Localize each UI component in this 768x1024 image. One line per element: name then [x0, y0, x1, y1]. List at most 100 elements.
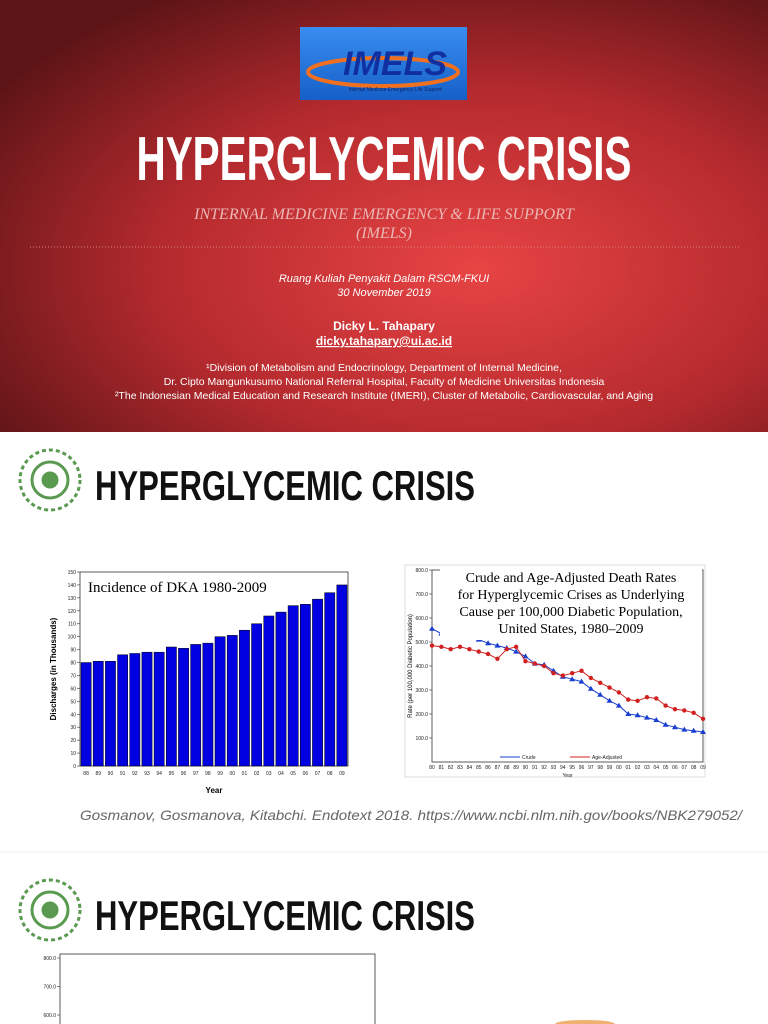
- marker: [495, 656, 500, 661]
- marker: [634, 712, 641, 718]
- x-tick-label: 84: [467, 765, 473, 771]
- marker: [476, 649, 481, 654]
- x-tick-label: 99: [607, 765, 613, 771]
- bar: [165, 646, 177, 767]
- marker: [579, 668, 584, 673]
- marker: [616, 690, 622, 695]
- bar: [214, 636, 226, 767]
- marker: [560, 673, 566, 678]
- marker: [625, 711, 632, 716]
- title-box: [84, 576, 274, 596]
- y-tick-label: 700.0: [43, 985, 56, 991]
- x-tick-label: 06: [303, 771, 309, 777]
- x-tick-label: 91: [532, 765, 538, 771]
- bar: [275, 611, 287, 767]
- y-tick-label: 100: [68, 635, 77, 641]
- bar: [287, 605, 299, 767]
- chart-title: United States, 1980–2009: [498, 622, 643, 637]
- bar: [190, 644, 202, 767]
- marker: [672, 707, 678, 712]
- author: Dicky L. Tahapary: [333, 319, 435, 333]
- x-tick-label: 98: [205, 771, 211, 777]
- bar: [226, 635, 238, 767]
- logo-tagline: Internal Medicine Emergency Life Support: [348, 87, 442, 93]
- marker: [578, 678, 585, 684]
- bar: [202, 642, 214, 767]
- bar: [324, 592, 336, 767]
- x-tick-label: 83: [457, 765, 463, 771]
- y-tick-label: 140: [68, 583, 77, 589]
- x-tick-label: 05: [663, 765, 669, 771]
- marker: [439, 644, 444, 649]
- bar: [92, 660, 104, 767]
- legend-label: Crude: [522, 755, 536, 761]
- y-axis-label: Rate (per 100,000 Diabetic Population): [408, 614, 414, 718]
- marker: [569, 676, 576, 682]
- x-tick-label: 02: [254, 771, 260, 777]
- bar: [178, 648, 189, 767]
- x-tick-label: 91: [120, 771, 126, 777]
- x-tick-label: 86: [485, 765, 491, 771]
- x-tick-label: 87: [495, 765, 501, 771]
- marker: [551, 671, 556, 676]
- x-tick-label: 92: [132, 771, 138, 777]
- marker: [429, 643, 435, 648]
- marker: [485, 651, 491, 657]
- email[interactable]: dicky.tahapary@ui.ac.id: [316, 334, 452, 348]
- bar: [117, 654, 129, 767]
- y-tick-label: 70: [70, 673, 76, 679]
- marker: [635, 698, 640, 703]
- x-tick-label: 82: [448, 765, 454, 771]
- affiliation: Dr. Cipto Mangunkusumo National Referral…: [164, 376, 605, 388]
- y-tick-label: 80: [70, 661, 76, 667]
- marker: [494, 642, 501, 648]
- y-axis-label: Discharges (in Thousands): [49, 617, 58, 720]
- y-tick-label: 120: [68, 609, 77, 615]
- marker: [700, 716, 706, 721]
- marker: [606, 697, 613, 703]
- affiliation: ¹Division of Metabolism and Endocrinolog…: [206, 362, 562, 374]
- x-tick-label: 94: [560, 765, 566, 771]
- marker: [654, 696, 659, 701]
- x-tick-label: 81: [439, 765, 445, 771]
- x-tick-label: 04: [278, 771, 284, 777]
- y-tick-label: 10: [70, 751, 76, 757]
- x-tick-label: 00: [229, 771, 235, 777]
- y-tick-label: 60: [70, 686, 76, 692]
- x-tick-label: 90: [523, 765, 529, 771]
- plot-frame: [59, 953, 376, 1024]
- x-tick-label: 95: [569, 765, 575, 771]
- x-axis-label: Year: [562, 773, 572, 779]
- x-tick-label: 08: [327, 771, 333, 777]
- x-tick-label: 06: [672, 765, 678, 771]
- x-tick-label: 01: [625, 765, 631, 771]
- marker: [429, 625, 435, 631]
- logo-swoosh: [306, 56, 460, 88]
- marker: [597, 691, 604, 697]
- y-tick-label: 200.0: [415, 712, 428, 718]
- x-tick-label: 05: [290, 771, 296, 777]
- x-tick-label: 89: [513, 765, 519, 771]
- marker: [681, 726, 688, 732]
- x-tick-label: 97: [588, 765, 594, 771]
- chart-title: for Hyperglycemic Crises as Underlying: [458, 588, 685, 603]
- marker: [513, 648, 520, 654]
- affiliation: ²The Indonesian Medical Education and Re…: [115, 390, 653, 402]
- x-tick-label: 93: [551, 765, 557, 771]
- x-tick-label: 99: [217, 771, 223, 777]
- marker: [643, 714, 650, 720]
- bar: [251, 623, 263, 767]
- marker: [541, 663, 547, 669]
- y-tick-label: 150: [68, 570, 77, 576]
- marker: [607, 685, 612, 690]
- x-tick-label: 09: [700, 765, 706, 771]
- chart-title: Incidence of DKA 1980-2009: [88, 580, 267, 596]
- marker: [653, 717, 660, 722]
- y-tick-label: 130: [68, 596, 77, 602]
- marker: [448, 647, 453, 652]
- chart-title: Cause per 100,000 Diabetic Population,: [459, 605, 682, 620]
- subtitle: INTERNAL MEDICINE EMERGENCY & LIFE SUPPO…: [193, 206, 575, 223]
- marker: [644, 695, 650, 700]
- x-tick-label: 96: [579, 765, 585, 771]
